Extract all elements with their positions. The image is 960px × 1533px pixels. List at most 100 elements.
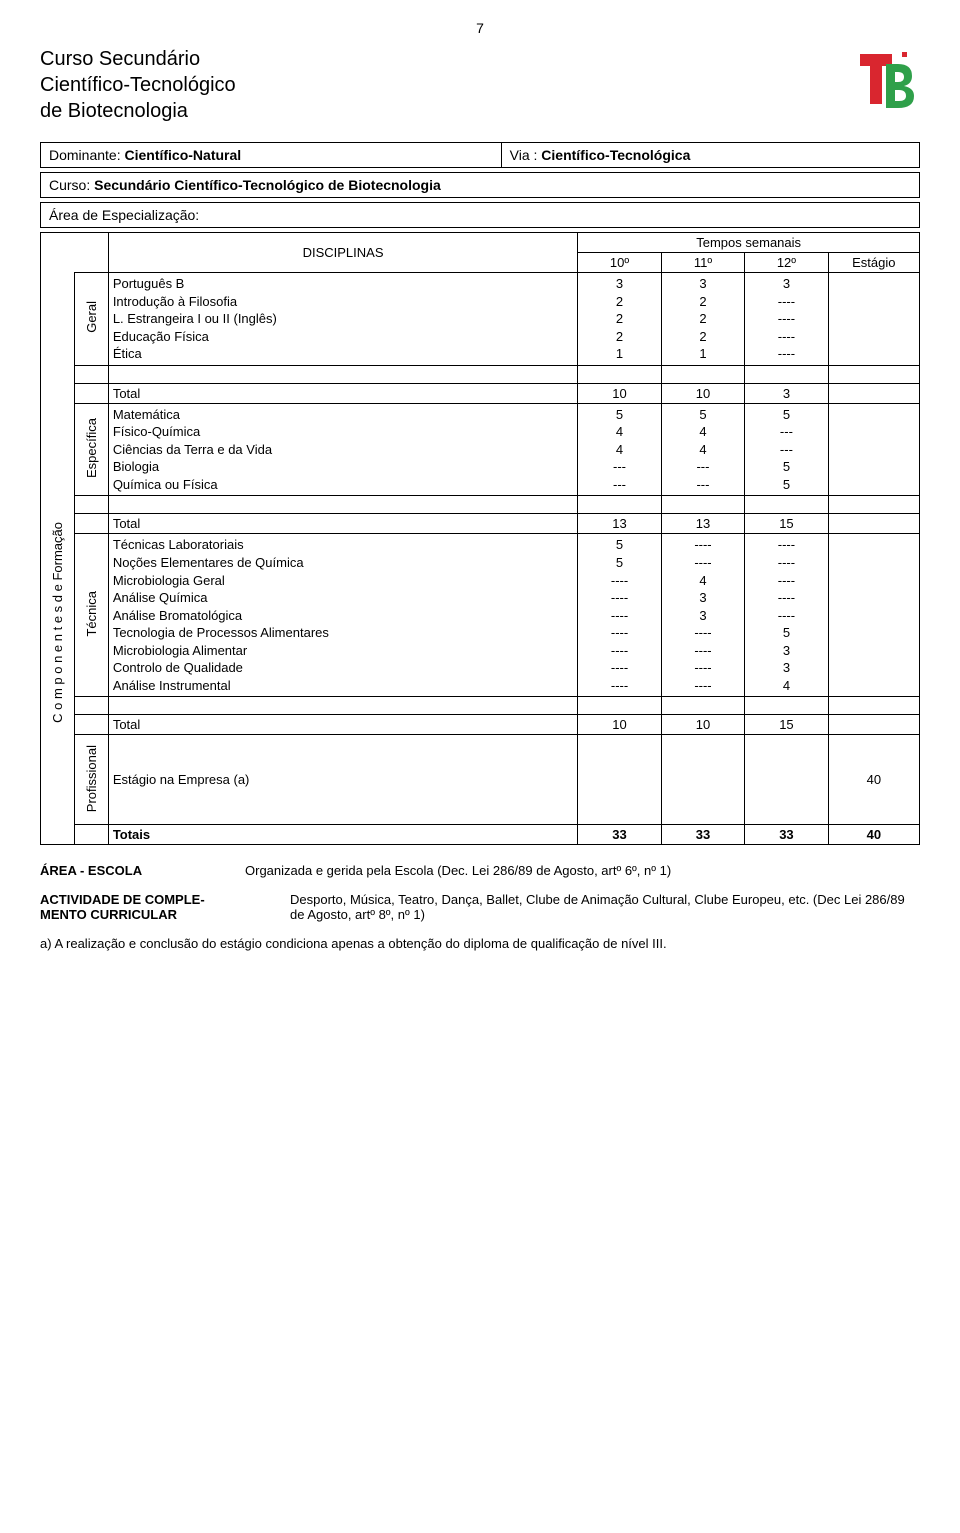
footnote: a) A realização e conclusão do estágio c… <box>40 936 920 951</box>
total2-10: 13 <box>578 514 661 534</box>
label-profissional: Profissional <box>84 745 99 812</box>
via-box: Via : Científico-Tecnológica <box>502 142 920 168</box>
title-block: Curso Secundário Científico-Tecnológico … <box>40 46 236 124</box>
total3-11: 10 <box>661 715 744 735</box>
actividade-label-1: ACTIVIDADE DE COMPLE- <box>40 892 250 907</box>
total2-12: 15 <box>745 514 828 534</box>
notes-section: ÁREA - ESCOLA Organizada e gerida pela E… <box>40 863 920 951</box>
dominante-value: Científico-Natural <box>124 147 241 163</box>
list-item: Análise Bromatológica <box>113 607 573 625</box>
list-item: ---- <box>749 554 823 572</box>
spacer-tec <box>41 697 920 715</box>
col-estagio: Estágio <box>828 253 919 273</box>
total-3: Total 10 10 15 <box>41 715 920 735</box>
list-item: 5 <box>749 476 823 494</box>
label-especifica: Específica <box>84 418 99 478</box>
list-item: 2 <box>666 293 740 311</box>
total2-label: Total <box>108 514 577 534</box>
area-label: Área de Especialização: <box>49 207 199 223</box>
header-row: Curso Secundário Científico-Tecnológico … <box>40 46 920 124</box>
row-tecnica: Técnica Técnicas LaboratoriaisNoções Ele… <box>41 534 920 697</box>
list-item: Análise Química <box>113 589 573 607</box>
spacer-esp <box>41 496 920 514</box>
row-geral: Geral Português BIntrodução à FilosofiaL… <box>41 273 920 366</box>
total-1: Total 10 10 3 <box>41 383 920 403</box>
via-label: Via : <box>510 147 538 163</box>
estagio-val: 40 <box>828 735 919 825</box>
row-especifica: C o m p o n e n t e s d e Formação Espec… <box>41 403 920 496</box>
list-item: ---- <box>749 345 823 363</box>
list-item: 3 <box>582 275 656 293</box>
page-number: 7 <box>40 20 920 36</box>
total3-12: 15 <box>745 715 828 735</box>
list-item: Controlo de Qualidade <box>113 659 573 677</box>
list-item: --- <box>749 441 823 459</box>
list-item: ---- <box>582 607 656 625</box>
actividade-text: Desporto, Música, Teatro, Dança, Ballet,… <box>290 892 920 922</box>
totais-11: 33 <box>696 827 710 842</box>
list-item: Química ou Física <box>113 476 573 494</box>
list-item: 4 <box>582 441 656 459</box>
list-item: ---- <box>582 677 656 695</box>
header-row-1: DISCIPLINAS Tempos semanais <box>41 233 920 253</box>
list-item: ---- <box>666 677 740 695</box>
curso-label: Curso: <box>49 177 90 193</box>
list-item: Educação Física <box>113 328 573 346</box>
title-line-2: Científico-Tecnológico <box>40 72 236 98</box>
list-item: 4 <box>666 572 740 590</box>
area-escola-label: ÁREA - ESCOLA <box>40 863 205 878</box>
via-value: Científico-Tecnológica <box>541 147 690 163</box>
totais-12: 33 <box>779 827 793 842</box>
list-item: 5 <box>582 554 656 572</box>
list-item: 1 <box>666 345 740 363</box>
list-item: ---- <box>666 624 740 642</box>
list-item: 1 <box>582 345 656 363</box>
list-item: 5 <box>749 624 823 642</box>
col-disciplinas: DISCIPLINAS <box>108 233 577 273</box>
area-box: Área de Especialização: <box>40 202 920 228</box>
col-12: 12º <box>745 253 828 273</box>
list-item: ---- <box>749 607 823 625</box>
list-item: 4 <box>582 423 656 441</box>
col-10: 10º <box>578 253 661 273</box>
list-item: ---- <box>749 310 823 328</box>
label-geral: Geral <box>84 301 99 333</box>
list-item: Introdução à Filosofia <box>113 293 573 311</box>
dominante-label: Dominante: <box>49 147 121 163</box>
list-item: ---- <box>749 536 823 554</box>
list-item: --- <box>749 423 823 441</box>
label-componentes: C o m p o n e n t e s d e Formação <box>50 522 65 723</box>
list-item: ---- <box>749 572 823 590</box>
curso-box: Curso: Secundário Científico-Tecnológico… <box>40 172 920 198</box>
total2-11: 13 <box>661 514 744 534</box>
list-item: L. Estrangeira I ou II (Inglês) <box>113 310 573 328</box>
title-line-1: Curso Secundário <box>40 46 236 72</box>
list-item: ---- <box>749 293 823 311</box>
list-item: 5 <box>582 536 656 554</box>
logo <box>850 46 920 116</box>
totais-final: Totais 33 33 33 40 <box>41 825 920 845</box>
list-item: 2 <box>666 310 740 328</box>
list-item: ---- <box>749 328 823 346</box>
totais-est: 40 <box>867 827 881 842</box>
list-item: Físico-Química <box>113 423 573 441</box>
curriculum-table: DISCIPLINAS Tempos semanais 10º 11º 12º … <box>40 232 920 845</box>
list-item: ---- <box>666 659 740 677</box>
list-item: 3 <box>666 589 740 607</box>
list-item: 4 <box>749 677 823 695</box>
curso-value: Secundário Científico-Tecnológico de Bio… <box>94 177 441 193</box>
list-item: 3 <box>749 659 823 677</box>
list-item: 5 <box>749 406 823 424</box>
list-item: 2 <box>582 310 656 328</box>
disc-estagio: Estágio na Empresa (a) <box>113 772 250 787</box>
list-item: Noções Elementares de Química <box>113 554 573 572</box>
list-item: 3 <box>666 275 740 293</box>
total1-label: Total <box>108 383 577 403</box>
list-item: Microbiologia Alimentar <box>113 642 573 660</box>
list-item: ---- <box>666 536 740 554</box>
total1-12: 3 <box>745 383 828 403</box>
total1-10: 10 <box>578 383 661 403</box>
list-item: 4 <box>666 441 740 459</box>
list-item: 3 <box>749 275 823 293</box>
totais-label: Totais <box>113 827 150 842</box>
